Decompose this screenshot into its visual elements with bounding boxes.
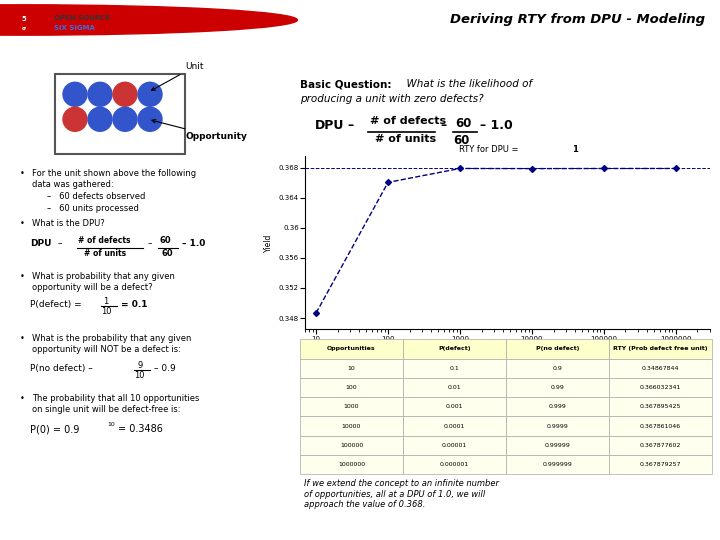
Text: •: • [20, 394, 25, 403]
Circle shape [88, 82, 112, 106]
Text: For the unit shown above the following
data was gathered:: For the unit shown above the following d… [32, 169, 196, 188]
Text: Basic Question:: Basic Question: [300, 79, 392, 89]
Text: – 0.9: – 0.9 [154, 364, 176, 373]
Text: 9: 9 [137, 361, 143, 370]
Circle shape [63, 82, 87, 106]
Text: Deriving RTY from DPU - Modeling: Deriving RTY from DPU - Modeling [451, 14, 706, 26]
Text: # of units: # of units [84, 249, 126, 258]
Text: •: • [20, 272, 25, 281]
Circle shape [88, 107, 112, 131]
Text: –: – [440, 119, 446, 132]
Circle shape [113, 107, 137, 131]
Text: = 0.1: = 0.1 [121, 300, 148, 309]
Text: The probability that all 10 opportunities
on single unit will be defect-free is:: The probability that all 10 opportunitie… [32, 394, 199, 414]
Text: SIX SIGMA: SIX SIGMA [54, 25, 95, 31]
Text: •: • [20, 169, 25, 178]
Text: 31: 31 [355, 521, 365, 530]
Text: 1: 1 [572, 145, 578, 154]
Text: OSSS LSS Green Belt v110 XL - Define Phase: OSSS LSS Green Belt v110 XL - Define Pha… [14, 522, 171, 528]
Text: # of defects: # of defects [370, 116, 446, 126]
Circle shape [138, 82, 162, 106]
Bar [55, 75, 185, 154]
Text: What is the likelihood of: What is the likelihood of [400, 79, 532, 89]
Text: producing a unit with zero defects?: producing a unit with zero defects? [300, 94, 484, 104]
Text: Unit: Unit [151, 62, 204, 90]
Text: 60: 60 [453, 134, 469, 147]
Text: 5: 5 [22, 16, 26, 22]
Text: –   60 units processed: – 60 units processed [47, 204, 139, 213]
Text: What is the probability that any given
opportunity will NOT be a defect is:: What is the probability that any given o… [32, 334, 192, 354]
Text: –   60 defects observed: – 60 defects observed [47, 192, 145, 201]
Text: # of defects: # of defects [78, 237, 130, 245]
Circle shape [138, 107, 162, 131]
Text: – 1.0: – 1.0 [182, 239, 205, 248]
Circle shape [63, 107, 87, 131]
Text: –: – [58, 239, 63, 248]
Text: Opportunity: Opportunity [152, 119, 247, 141]
Text: DPU: DPU [315, 119, 344, 132]
Text: # of units: # of units [375, 134, 436, 144]
Text: P(no defect) –: P(no defect) – [30, 364, 93, 373]
Text: If we extend the concept to an infinite number
of opportunities, all at a DPU of: If we extend the concept to an infinite … [304, 480, 499, 509]
Text: σ: σ [22, 26, 26, 31]
Text: P(0) = 0.9: P(0) = 0.9 [30, 424, 79, 434]
Text: DPU: DPU [30, 239, 52, 248]
Text: OPEN SOURCE: OPEN SOURCE [54, 15, 112, 21]
X-axis label: Chances Per Unit: Chances Per Unit [470, 347, 544, 356]
Text: 60: 60 [162, 249, 174, 258]
Text: RTY for DPU =: RTY for DPU = [459, 145, 521, 154]
Text: 60: 60 [455, 117, 472, 130]
Text: •: • [20, 334, 25, 343]
Circle shape [0, 5, 297, 35]
Y-axis label: Yield: Yield [264, 234, 273, 252]
Text: What is probability that any given
opportunity will be a defect?: What is probability that any given oppor… [32, 272, 175, 292]
Text: 60: 60 [160, 237, 171, 245]
Text: 1: 1 [103, 298, 108, 306]
Text: © Open Source Six Sigma, LLC: © Open Source Six Sigma, LLC [598, 522, 706, 529]
Circle shape [113, 82, 137, 106]
Text: •: • [20, 219, 25, 228]
Text: –: – [347, 119, 353, 132]
Text: 10: 10 [101, 307, 112, 316]
Text: 10: 10 [107, 422, 114, 427]
Text: P(defect) =: P(defect) = [30, 300, 81, 309]
Text: –: – [148, 239, 153, 248]
Text: – 1.0: – 1.0 [480, 119, 513, 132]
Text: What is the DPU?: What is the DPU? [32, 219, 104, 228]
Text: = 0.3486: = 0.3486 [118, 424, 163, 434]
Text: 10: 10 [134, 372, 145, 380]
